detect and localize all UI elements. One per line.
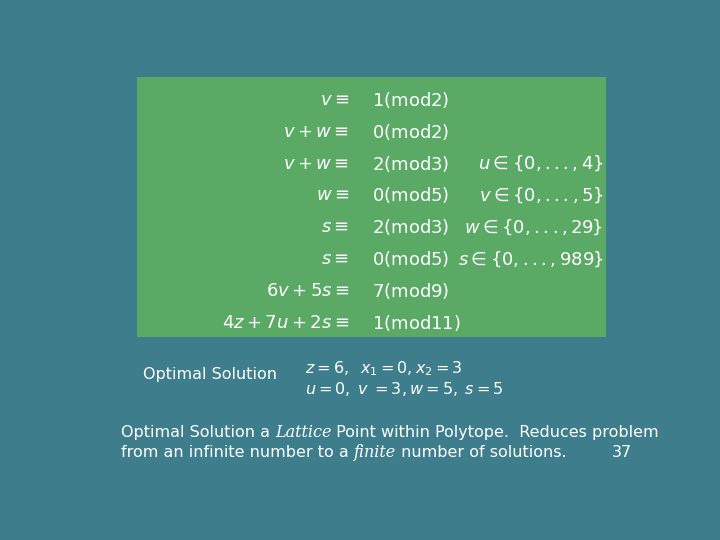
Text: $v + w \equiv$: $v + w \equiv$ xyxy=(284,154,349,173)
Text: $1(\mathrm{mod}2)$: $1(\mathrm{mod}2)$ xyxy=(372,90,449,110)
Text: $z = 6,\;\; x_1 = 0, x_2 = 3$: $z = 6,\;\; x_1 = 0, x_2 = 3$ xyxy=(305,359,462,377)
Text: $w \in \{0,...,29\}$: $w \in \{0,...,29\}$ xyxy=(464,218,603,237)
Text: $v \equiv$: $v \equiv$ xyxy=(320,91,349,109)
Text: $0(\mathrm{mod}5)$: $0(\mathrm{mod}5)$ xyxy=(372,249,449,269)
Text: $v + w \equiv$: $v + w \equiv$ xyxy=(284,123,349,141)
Text: number of solutions.: number of solutions. xyxy=(396,445,567,460)
Text: $2(\mathrm{mod}3)$: $2(\mathrm{mod}3)$ xyxy=(372,154,449,174)
Text: from an infinite number to a: from an infinite number to a xyxy=(121,445,354,460)
Text: $2(\mathrm{mod}3)$: $2(\mathrm{mod}3)$ xyxy=(372,217,449,237)
Text: $6v + 5s \equiv$: $6v + 5s \equiv$ xyxy=(266,282,349,300)
Text: $v \in \{0,...,5\}$: $v \in \{0,...,5\}$ xyxy=(479,186,603,205)
Text: Optimal Solution: Optimal Solution xyxy=(143,367,277,382)
FancyBboxPatch shape xyxy=(138,77,606,337)
Text: $0(\mathrm{mod}5)$: $0(\mathrm{mod}5)$ xyxy=(372,185,449,206)
Text: $s \equiv$: $s \equiv$ xyxy=(321,250,349,268)
Text: Lattice: Lattice xyxy=(275,424,331,441)
Text: $u = 0,\; v \;= 3, w = 5,\; s = 5$: $u = 0,\; v \;= 3, w = 5,\; s = 5$ xyxy=(305,380,503,398)
Text: finite: finite xyxy=(354,444,396,461)
Text: $s \in \{0,...,989\}$: $s \in \{0,...,989\}$ xyxy=(458,249,603,269)
Text: $s \equiv$: $s \equiv$ xyxy=(321,218,349,237)
Text: 37: 37 xyxy=(612,445,632,460)
Text: $4z + 7u + 2s \equiv$: $4z + 7u + 2s \equiv$ xyxy=(222,314,349,332)
Text: $w \equiv$: $w \equiv$ xyxy=(316,186,349,205)
Text: $1(\mathrm{mod}11)$: $1(\mathrm{mod}11)$ xyxy=(372,313,461,333)
Text: Point within Polytope.  Reduces problem: Point within Polytope. Reduces problem xyxy=(331,426,659,440)
Text: Optimal Solution a: Optimal Solution a xyxy=(121,426,275,440)
Text: $u \in \{0,...,4\}$: $u \in \{0,...,4\}$ xyxy=(477,154,603,173)
Text: $0(\mathrm{mod}2)$: $0(\mathrm{mod}2)$ xyxy=(372,122,449,142)
Text: $7(\mathrm{mod}9)$: $7(\mathrm{mod}9)$ xyxy=(372,281,449,301)
